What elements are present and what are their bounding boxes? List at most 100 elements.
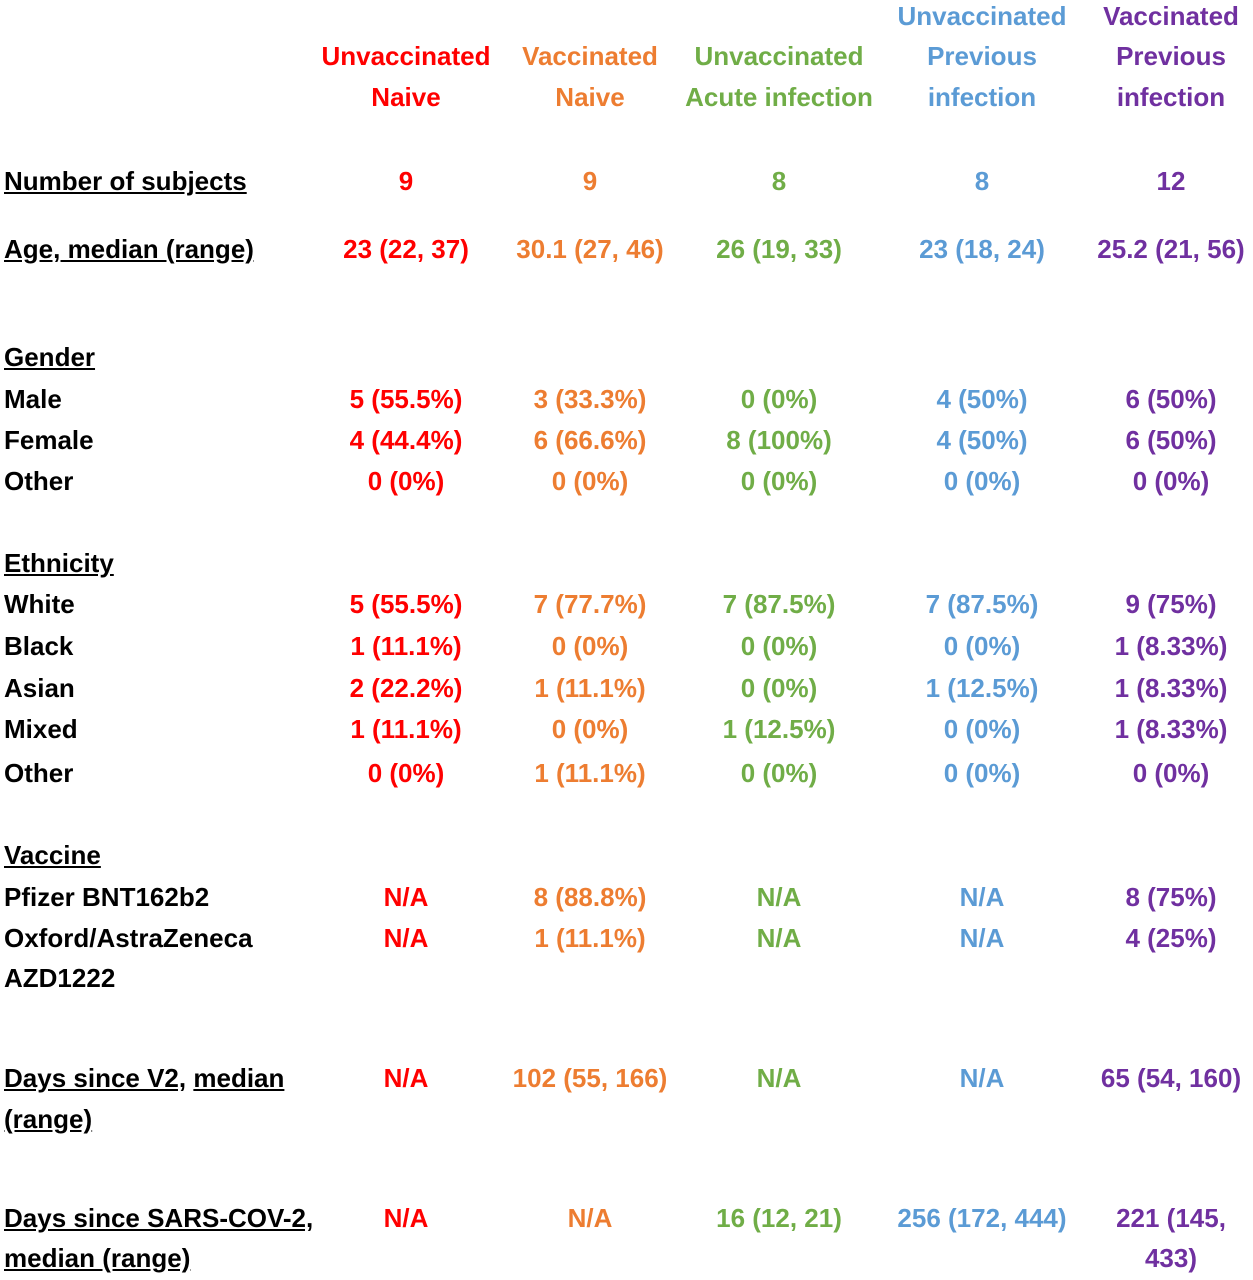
table-cell: 0 (0%) (943, 758, 1021, 788)
table-cell: 3 (33.3%) (533, 384, 647, 414)
table-cell: 7 (87.5%) (925, 589, 1039, 619)
table-cell: N/A (756, 1063, 802, 1093)
table-cell: 23 (22, 37) (343, 234, 469, 264)
section-header-vaccine: Vaccine (4, 840, 101, 870)
table-cell: 8 (75%) (1125, 882, 1217, 912)
table-cell: 1 (11.1%) (534, 758, 646, 788)
row-label-part: Days since V2, (4, 1063, 187, 1093)
table-cell: N/A (567, 1203, 613, 1233)
header-line: infection (927, 82, 1037, 112)
table-cell: 6 (50%) (1125, 384, 1217, 414)
row-label: Number of subjects (4, 166, 247, 196)
table-cell: 0 (0%) (551, 466, 629, 496)
row-label-part: median (193, 1063, 285, 1093)
table-cell: 1 (11.1%) (534, 923, 646, 953)
table-cell: 9 (582, 166, 598, 196)
table-cell: 0 (0%) (943, 714, 1021, 744)
table-cell: N/A (959, 923, 1005, 953)
header-line: Vaccinated (522, 41, 658, 71)
table-cell: 7 (87.5%) (722, 589, 836, 619)
table-cell: 8 (974, 166, 990, 196)
table-cell: 0 (0%) (740, 631, 818, 661)
header-line: Naive (555, 82, 625, 112)
header-line: infection (1116, 82, 1226, 112)
row-label: Female (4, 425, 94, 455)
table-cell: 0 (0%) (551, 631, 629, 661)
table-cell: 16 (12, 21) (716, 1203, 842, 1233)
table-cell: 1 (11.1%) (534, 673, 646, 703)
table-cell: 1 (12.5%) (925, 673, 1039, 703)
table-cell: 23 (18, 24) (919, 234, 1045, 264)
table-cell: 26 (19, 33) (716, 234, 842, 264)
table-cell: 5 (55.5%) (349, 384, 463, 414)
table-cell: N/A (383, 1203, 429, 1233)
table-cell: 65 (54, 160) (1100, 1063, 1242, 1093)
table-cell: 1 (8.33%) (1114, 673, 1228, 703)
row-label: Black (4, 631, 74, 661)
header-line: Unvaccinated (694, 41, 864, 71)
table-cell: 1 (11.1%) (350, 714, 462, 744)
table-cell: N/A (756, 882, 802, 912)
table-cell: 25.2 (21, 56) (1097, 234, 1245, 264)
table-cell: N/A (383, 882, 429, 912)
table-cell: 5 (55.5%) (349, 589, 463, 619)
header-line: Naive (371, 82, 441, 112)
table-cell: 1 (11.1%) (350, 631, 462, 661)
table-cell-line2: 433) (1144, 1243, 1198, 1273)
row-label: Male (4, 384, 62, 414)
row-label: Other (4, 758, 74, 788)
table-cell: 4 (50%) (936, 384, 1028, 414)
table-cell: 256 (172, 444) (897, 1203, 1067, 1233)
header-line: Unvaccinated (897, 1, 1067, 31)
row-label: Days since SARS-COV-2, (4, 1203, 314, 1233)
header-line: Previous (927, 41, 1037, 71)
row-label: White (4, 589, 75, 619)
table-cell: N/A (959, 1063, 1005, 1093)
table-cell: 1 (8.33%) (1114, 631, 1228, 661)
row-label: Asian (4, 673, 75, 703)
header-line: Acute infection (685, 82, 873, 112)
table-cell: N/A (959, 882, 1005, 912)
table-cell: 8 (771, 166, 787, 196)
section-header-ethnicity: Ethnicity (4, 548, 114, 578)
table-cell: 8 (100%) (726, 425, 832, 455)
table-cell: 0 (0%) (740, 466, 818, 496)
table-cell: 1 (8.33%) (1114, 714, 1228, 744)
row-label-line2: median (range) (4, 1243, 191, 1273)
table-cell: 0 (0%) (551, 714, 629, 744)
table-cell: 0 (0%) (943, 631, 1021, 661)
table-cell: 0 (0%) (740, 758, 818, 788)
table-cell: 0 (0%) (367, 758, 445, 788)
table-cell: 102 (55, 166) (512, 1063, 668, 1093)
table-cell: 6 (66.6%) (533, 425, 647, 455)
row-label-line2: AZD1222 (4, 963, 116, 993)
table-cell: 1 (12.5%) (722, 714, 836, 744)
table-cell: 9 (75%) (1125, 589, 1217, 619)
table-cell: 4 (50%) (936, 425, 1028, 455)
header-line: Previous (1116, 41, 1226, 71)
row-label: Oxford/AstraZeneca (4, 923, 253, 953)
table-cell: 0 (0%) (943, 466, 1021, 496)
table-cell: 0 (0%) (740, 384, 818, 414)
header-line: Unvaccinated (321, 41, 491, 71)
table-cell: 4 (25%) (1125, 923, 1217, 953)
row-label: Age, median (range) (4, 234, 254, 264)
table-cell: 0 (0%) (367, 466, 445, 496)
table-cell: 12 (1156, 166, 1186, 196)
table-cell: N/A (756, 923, 802, 953)
table-cell: 221 (145, (1116, 1203, 1226, 1233)
table-cell: 9 (398, 166, 414, 196)
row-label: Days since V2, median (4, 1058, 284, 1098)
table-cell: 0 (0%) (1132, 758, 1210, 788)
header-line: Vaccinated (1103, 1, 1239, 31)
table-cell: 8 (88.8%) (533, 882, 647, 912)
table-cell: 0 (0%) (740, 673, 818, 703)
row-label: Other (4, 466, 74, 496)
table-cell: 0 (0%) (1132, 466, 1210, 496)
table-cell: N/A (383, 923, 429, 953)
table-cell: N/A (383, 1063, 429, 1093)
row-label: Mixed (4, 714, 78, 744)
table-cell: 7 (77.7%) (533, 589, 647, 619)
row-label-line2: (range) (4, 1104, 93, 1134)
table-cell: 2 (22.2%) (349, 673, 463, 703)
